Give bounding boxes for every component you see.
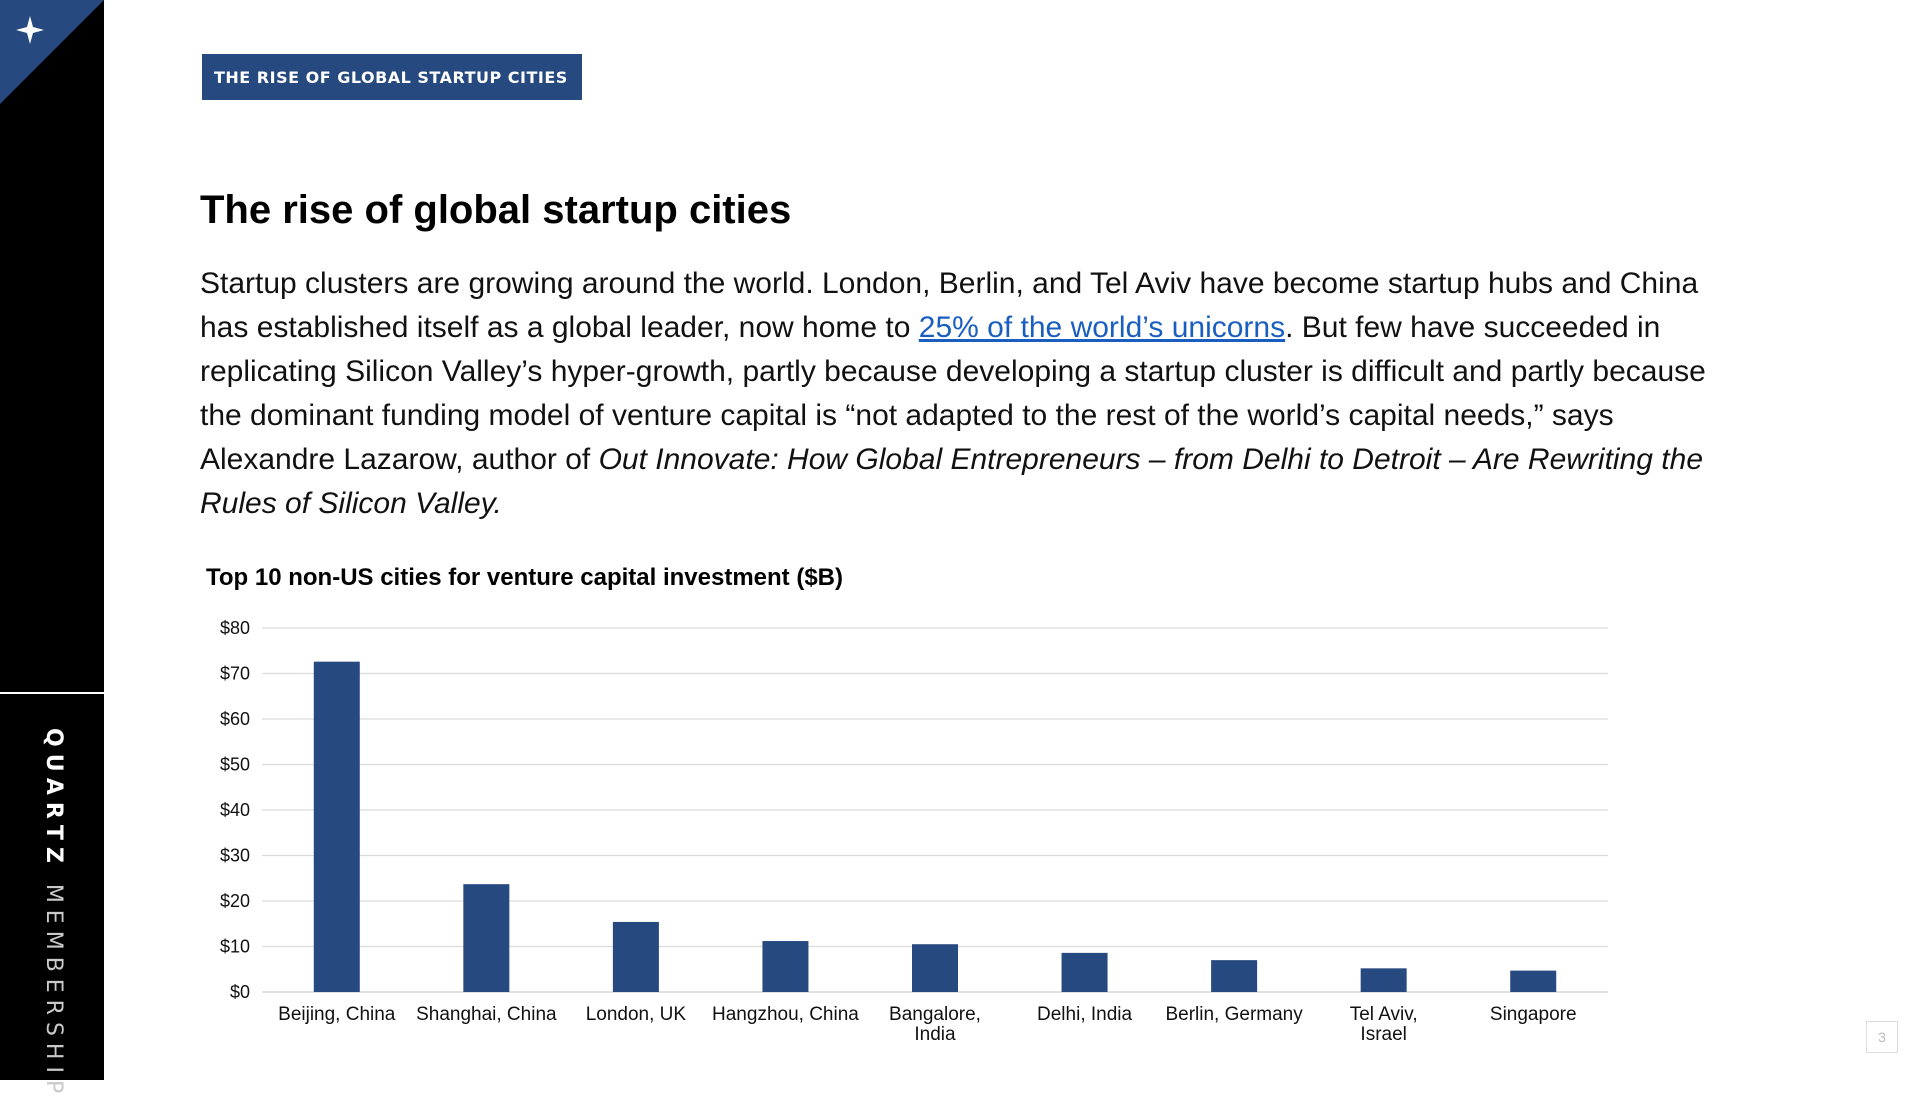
- body-paragraph: Startup clusters are growing around the …: [200, 262, 1740, 526]
- section-tag: THE RISE OF GLOBAL STARTUP CITIES: [202, 54, 582, 100]
- bar-chart: $0 $10 $20 $30 $40 $50 $60 $70 $80 Beijing, China…: [220, 618, 1608, 1045]
- x-tick-label: Shanghai, China: [416, 1004, 557, 1025]
- unicorns-link[interactable]: 25% of the world’s unicorns: [918, 311, 1286, 344]
- y-tick-label: $0: [230, 982, 250, 1002]
- bar: [1061, 952, 1108, 992]
- bar: [612, 921, 659, 992]
- y-tick-label: $40: [220, 800, 250, 820]
- sidebar-divider: [0, 692, 104, 694]
- y-tick-label: $70: [220, 664, 250, 684]
- x-tick-label: Bangalore, India: [889, 1004, 981, 1045]
- x-tick-label: Berlin, Germany: [1165, 1004, 1303, 1025]
- bar: [912, 944, 958, 992]
- x-tick-label: Delhi, India: [1037, 1004, 1132, 1025]
- bar: [463, 884, 510, 992]
- brand-word-membership: MEMBERSHIP: [41, 883, 66, 1100]
- body-text-2: . But few have succeeded in replicating …: [200, 311, 1706, 476]
- body-text-1: Startup clusters are growing around the …: [200, 267, 1699, 344]
- bar: [1510, 970, 1557, 992]
- x-tick-label: London, UK: [586, 1004, 687, 1025]
- x-tick-label: Hangzhou, China: [712, 1004, 859, 1025]
- y-tick-label: $60: [220, 709, 250, 729]
- page-title: The rise of global startup cities: [200, 188, 792, 232]
- y-tick-label: $10: [220, 937, 250, 957]
- y-tick-label: $80: [220, 618, 250, 638]
- sidebar: QUARTZ MEMBERSHIP: [0, 0, 104, 1100]
- x-tick-label: Beijing, China: [278, 1004, 396, 1025]
- bar: [762, 941, 809, 992]
- page-number: 3: [1866, 1021, 1898, 1053]
- book-title: Out Innovate: How Global Entrepreneurs –…: [200, 443, 1703, 520]
- star-logo-icon: [0, 0, 104, 104]
- chart-title: Top 10 non-US cities for venture capital…: [206, 564, 844, 591]
- bar: [313, 661, 360, 992]
- y-tick-label: $30: [220, 846, 250, 866]
- bar: [1360, 968, 1407, 992]
- y-tick-label: $50: [220, 755, 250, 775]
- y-tick-label: $20: [220, 891, 250, 911]
- brand-wordmark: QUARTZ MEMBERSHIP: [41, 728, 66, 1100]
- x-tick-label: Tel Aviv, Israel: [1350, 1004, 1418, 1045]
- bar: [1211, 960, 1258, 992]
- brand-word-quartz: QUARTZ: [41, 728, 66, 870]
- x-tick-label: Singapore: [1490, 1004, 1577, 1025]
